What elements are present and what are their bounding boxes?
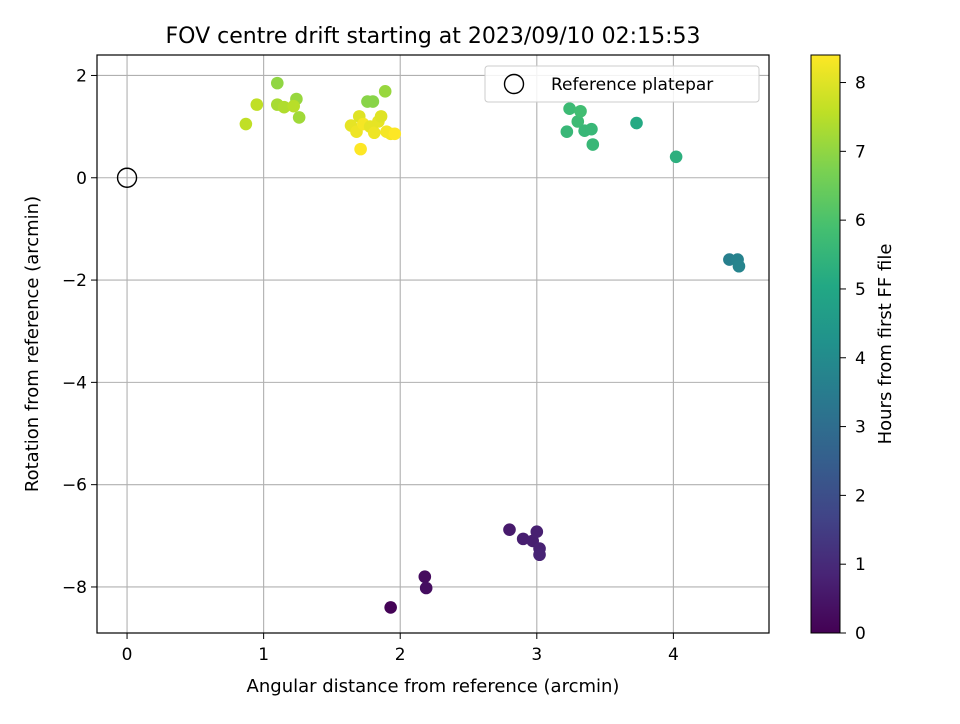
colorbar-tick-label: 4: [855, 349, 866, 369]
data-point: [571, 115, 585, 128]
data-point: [574, 104, 587, 118]
plot-frame: [96, 54, 770, 634]
colorbar-label: Hours from first FF file: [875, 244, 896, 445]
data-point: [287, 99, 300, 113]
colorbar-tick-label: 2: [855, 486, 866, 506]
data-point: [516, 532, 530, 546]
x-tick-label: 0: [122, 645, 133, 665]
x-tick-label: 3: [531, 645, 542, 665]
data-point: [503, 523, 516, 536]
data-point: [384, 601, 397, 614]
colorbar-tick-label: 8: [855, 74, 866, 94]
data-point: [239, 117, 253, 131]
data-point: [530, 525, 544, 539]
data-point: [732, 259, 746, 273]
data-point: [292, 111, 306, 124]
reference-point: [116, 167, 138, 188]
legend: Reference platepar: [484, 65, 760, 103]
colorbar-tick-label: 3: [855, 418, 866, 438]
data-point: [277, 100, 291, 114]
y-axis-ticks: −8 −6 −4 −2 0 2: [62, 66, 97, 598]
data-point: [419, 581, 433, 595]
y-tick-label: −8: [62, 578, 87, 598]
colorbar-tick-label: 0: [855, 624, 866, 644]
data-point: [367, 126, 381, 140]
colorbar-gradient: [810, 54, 841, 634]
data-point: [630, 116, 643, 130]
colorbar: 0 1 2 3 4 5 6 7 8 Hours from first FF file: [810, 54, 896, 644]
colorbar-tick-label: 7: [855, 142, 866, 162]
data-point: [250, 98, 264, 111]
y-tick-label: 2: [76, 66, 87, 86]
x-axis-ticks: 0 1 2 3 4: [122, 633, 679, 665]
y-tick-label: 0: [76, 169, 87, 189]
legend-label-reference: Reference platepar: [551, 75, 713, 95]
data-point: [560, 125, 574, 139]
y-tick-label: −2: [62, 271, 87, 291]
y-tick-label: −6: [62, 476, 87, 496]
data-point: [374, 110, 388, 123]
chart-title: FOV centre drift starting at 2023/09/10 …: [166, 24, 701, 49]
colorbar-tick-label: 5: [855, 280, 866, 300]
x-axis-label: Angular distance from reference (arcmin): [247, 676, 620, 697]
grid: [97, 55, 769, 633]
data-points: [239, 76, 746, 614]
legend-box: [484, 65, 760, 103]
reference-marker: [116, 167, 138, 188]
colorbar-ticks: 0 1 2 3 4 5 6 7 8: [840, 74, 866, 644]
colorbar-tick-label: 6: [855, 211, 866, 231]
y-tick-label: −4: [62, 373, 87, 393]
data-point: [418, 570, 432, 584]
y-axis-label: Rotation from reference (arcmin): [22, 196, 43, 492]
x-tick-label: 1: [258, 645, 269, 665]
data-point: [366, 95, 380, 108]
x-tick-label: 4: [668, 645, 679, 665]
x-tick-label: 2: [395, 645, 406, 665]
data-point: [533, 548, 546, 562]
colorbar-tick-label: 1: [855, 555, 866, 575]
data-point: [669, 150, 683, 164]
data-point: [354, 142, 367, 156]
data-point: [563, 102, 576, 116]
data-point: [586, 138, 600, 151]
legend-marker-reference: [503, 73, 525, 95]
data-point: [388, 127, 402, 141]
data-point: [270, 76, 284, 90]
data-point: [378, 85, 392, 98]
data-point: [585, 122, 598, 136]
